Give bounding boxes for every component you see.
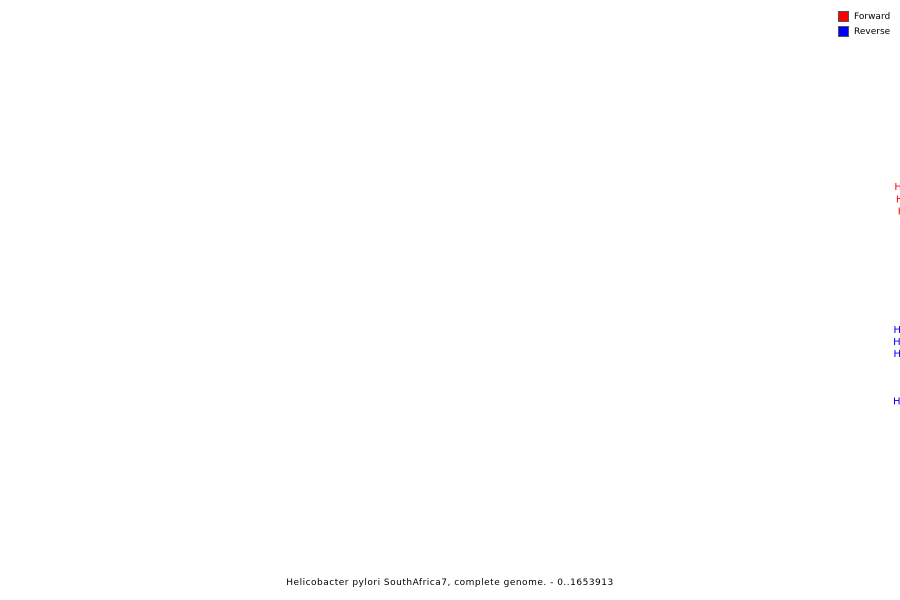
gene-label: HPSA_07935	[898, 207, 900, 218]
legend: Forward Reverse	[838, 9, 890, 39]
map-caption: Helicobacter pylori SouthAfrica7, comple…	[286, 578, 614, 588]
legend-reverse: Reverse	[838, 24, 890, 39]
gene-label: HPSA_07985	[893, 337, 900, 348]
gene-label: HPSA_07980	[893, 325, 900, 336]
gene-label: HPSA_07930	[896, 194, 900, 205]
legend-forward-label: Forward	[854, 11, 891, 22]
legend-reverse-label: Reverse	[854, 26, 891, 37]
gene-label: HPSA_08015	[893, 397, 900, 408]
reverse-swatch	[838, 26, 849, 37]
legend-forward: Forward	[838, 9, 890, 24]
gene-label: HPSA_07990	[893, 349, 900, 360]
gene-label: HPSA_07925	[894, 182, 900, 193]
forward-swatch	[838, 11, 849, 22]
